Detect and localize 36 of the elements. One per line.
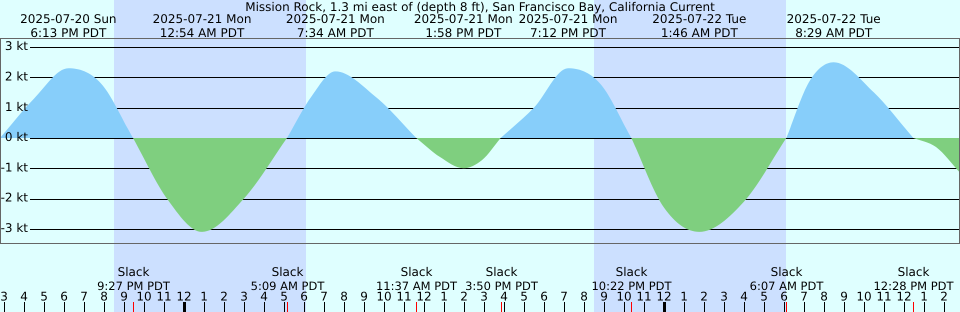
x-tick-label: 4 [20,289,28,304]
x-tick-label: 5 [40,289,48,304]
annotation: 2025-07-22 Tue 8:29 AM PDT [786,12,881,40]
x-tick-label: 2 [220,289,228,304]
x-tick-label: 7 [80,289,88,304]
annotation: 2025-07-21 Mon 12:54 AM PDT [152,12,252,40]
x-tick-label: 1 [200,289,208,304]
x-tick-label: 8 [340,289,348,304]
x-tick-label: 3 [720,289,728,304]
x-tick-label: 3 [0,289,8,304]
x-tick-label: 6 [540,289,548,304]
annotation: 2025-07-21 Mon 7:34 AM PDT [286,12,385,40]
y-tick-label: -3 kt [0,220,28,235]
x-tick-label: 9 [840,289,848,304]
y-tick-label: 3 kt [4,39,28,54]
y-tick-label: 2 kt [4,70,28,84]
chart-title: Mission Rock, 1.3 mi east of (depth 8 ft), San Francisco Bay, California Current [245,0,716,14]
x-tick-label: 4 [740,289,748,304]
y-tick-label: -1 kt [0,160,28,174]
annotation: 2025-07-21 Mon 7:12 PM PDT [518,12,618,40]
x-tick-label: 7 [560,289,568,304]
y-tick-label: 0 kt [4,130,28,144]
y-tick-label: 1 kt [4,100,28,114]
annotation: 2025-07-22 Tue 1:46 AM PDT [652,12,746,40]
y-tick-label: -2 kt [0,190,28,205]
x-tick-label: 2 [460,289,468,304]
x-tick-label: 6 [60,289,68,304]
annotation: 2025-07-20 Sun 6:13 PM PDT [20,12,117,40]
x-tick-label: 8 [580,289,588,304]
x-tick-label: 1 [680,289,688,304]
x-tick-label: 12 [176,289,192,304]
x-tick-label: 9 [360,289,368,304]
x-tick-label: 2 [700,289,708,304]
annotation: 2025-07-21 Mon 1:58 PM PDT [414,12,513,40]
x-tick-label: 10 [856,289,872,304]
x-tick-label: 3 [240,289,248,304]
